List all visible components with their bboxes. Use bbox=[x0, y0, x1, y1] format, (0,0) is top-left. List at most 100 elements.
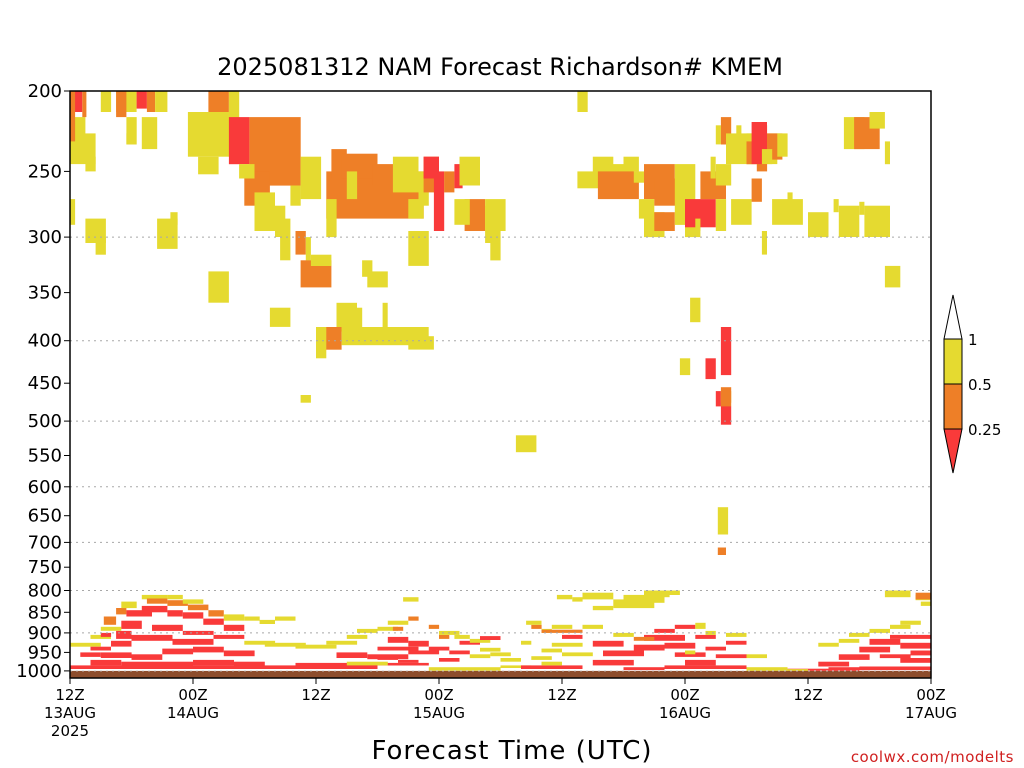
heatmap-cell bbox=[167, 610, 183, 617]
heatmap-cell bbox=[480, 636, 501, 640]
x-tick-label: 12Z bbox=[793, 686, 822, 704]
y-tick-label: 650 bbox=[28, 506, 62, 527]
heatmap-cell bbox=[141, 605, 168, 613]
heatmap-cell bbox=[623, 667, 665, 671]
x-tick-label: 00Z bbox=[424, 686, 453, 704]
heatmap-cell bbox=[444, 171, 455, 193]
heatmap-cell bbox=[838, 638, 860, 643]
x-tick-label: 2025 bbox=[51, 722, 89, 740]
y-tick-label: 550 bbox=[28, 446, 62, 467]
heatmap-cells bbox=[70, 91, 931, 671]
heatmap-cell bbox=[290, 185, 301, 206]
heatmap-cell bbox=[613, 632, 634, 637]
heatmap-cell bbox=[900, 620, 921, 625]
heatmap-cell bbox=[408, 616, 419, 621]
y-tick-label: 450 bbox=[28, 373, 62, 394]
heatmap-cell bbox=[377, 626, 398, 631]
heatmap-cell bbox=[695, 622, 706, 629]
heatmap-cell bbox=[198, 156, 219, 175]
heatmap-cell bbox=[674, 652, 706, 657]
heatmap-cell bbox=[654, 212, 675, 231]
x-tick-label: 13AUG bbox=[44, 704, 96, 722]
heatmap-cell bbox=[295, 231, 306, 255]
heatmap-cell bbox=[828, 667, 870, 671]
heatmap-cell bbox=[521, 640, 532, 645]
heatmap-cell bbox=[469, 654, 491, 659]
heatmap-cell bbox=[746, 654, 767, 659]
heatmap-cell bbox=[644, 590, 670, 598]
heatmap-cell bbox=[428, 624, 440, 629]
heatmap-cell bbox=[82, 91, 87, 118]
heatmap-cell bbox=[664, 642, 696, 649]
heatmap-cell bbox=[346, 661, 388, 666]
heatmap-cell bbox=[695, 218, 701, 231]
heatmap-cell bbox=[715, 199, 727, 231]
y-tick-label: 200 bbox=[28, 81, 62, 102]
heatmap-cell bbox=[346, 171, 358, 200]
heatmap-cell bbox=[454, 164, 463, 189]
y-tick-label: 600 bbox=[28, 477, 62, 498]
heatmap-cell bbox=[223, 650, 255, 657]
heatmap-cell bbox=[705, 630, 716, 635]
heatmap-cell bbox=[746, 667, 788, 671]
legend-orange-bin bbox=[943, 383, 963, 430]
ground-fill bbox=[70, 670, 931, 678]
heatmap-cell bbox=[562, 634, 583, 639]
x-tick-label: 17AUG bbox=[905, 704, 957, 722]
heatmap-cell bbox=[654, 628, 675, 633]
heatmap-cell bbox=[141, 117, 158, 150]
plot-frame bbox=[69, 90, 932, 679]
heatmap-cell bbox=[454, 634, 470, 639]
heatmap-cell bbox=[715, 654, 747, 659]
heatmap-cell bbox=[111, 640, 132, 647]
heatmap-cell bbox=[228, 91, 240, 112]
heatmap-cell bbox=[336, 652, 368, 658]
heatmap-cell bbox=[193, 659, 234, 666]
heatmap-cell bbox=[295, 644, 337, 649]
heatmap-cell bbox=[869, 638, 901, 645]
heatmap-cell bbox=[551, 642, 583, 647]
heatmap-cell bbox=[336, 302, 357, 332]
heatmap-cell bbox=[623, 594, 665, 603]
heatmap-cell bbox=[275, 616, 296, 621]
legend-bottom-cap bbox=[943, 428, 963, 474]
heatmap-cell bbox=[480, 647, 501, 652]
heatmap-cell bbox=[726, 640, 747, 645]
heatmap-cell bbox=[541, 661, 562, 666]
heatmap-cell bbox=[884, 265, 901, 288]
legend-yellow-bin bbox=[943, 338, 963, 385]
heatmap-cell bbox=[439, 634, 450, 639]
heatmap-cell bbox=[310, 254, 332, 266]
heatmap-cell bbox=[141, 594, 168, 600]
heatmap-cell bbox=[469, 638, 491, 643]
heatmap-cell bbox=[562, 652, 593, 657]
heatmap-cell bbox=[715, 391, 721, 407]
heatmap-cell bbox=[382, 302, 388, 327]
heatmap-cell bbox=[592, 640, 624, 647]
heatmap-cell bbox=[326, 199, 337, 238]
heatmap-cell bbox=[403, 597, 419, 602]
heatmap-cell bbox=[121, 601, 137, 609]
heatmap-cell bbox=[80, 652, 101, 657]
heatmap-cell bbox=[351, 307, 363, 337]
heatmap-cell bbox=[633, 644, 665, 651]
heatmap-cell bbox=[244, 640, 276, 645]
heatmap-cell bbox=[213, 634, 245, 639]
heatmap-cell bbox=[100, 652, 132, 658]
heatmap-cell bbox=[633, 636, 655, 641]
y-tick-label: 250 bbox=[28, 161, 62, 182]
heatmap-cell bbox=[490, 224, 501, 261]
heatmap-cell bbox=[838, 654, 870, 660]
heatmap-cell bbox=[131, 654, 163, 660]
heatmap-cell bbox=[485, 199, 506, 231]
x-tick-label: 12Z bbox=[547, 686, 576, 704]
heatmap-cell bbox=[182, 612, 204, 619]
heatmap-cell bbox=[208, 271, 229, 303]
heatmap-cell bbox=[720, 327, 732, 376]
heatmap-cell bbox=[162, 648, 194, 655]
heatmap-cell bbox=[167, 594, 183, 600]
heatmap-cell bbox=[244, 616, 260, 621]
heatmap-cell bbox=[428, 646, 450, 651]
heatmap-cell bbox=[357, 628, 378, 633]
